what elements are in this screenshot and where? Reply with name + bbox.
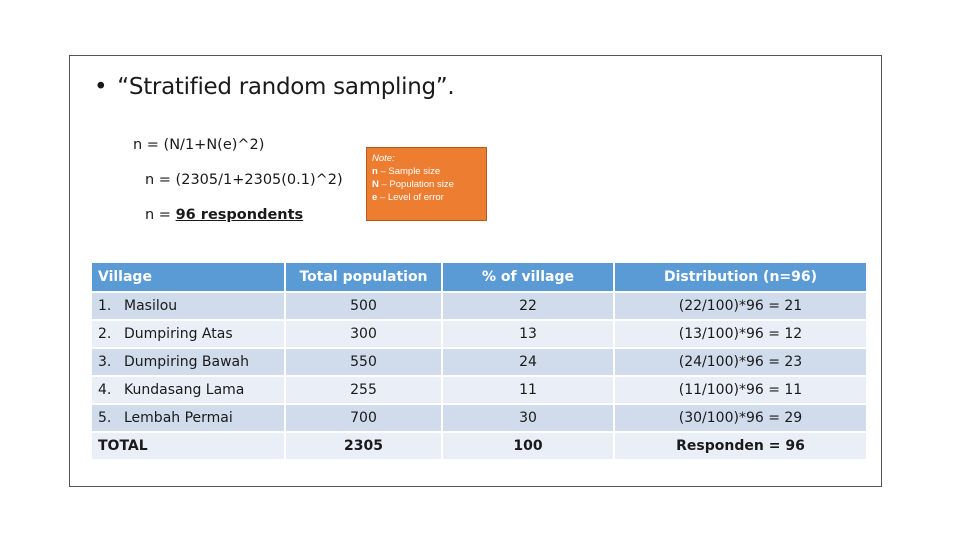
slide-heading: • “Stratified random sampling”. xyxy=(94,74,455,100)
column-header-total-population: Total population xyxy=(284,261,443,293)
total-distribution-cell: Responden = 96 xyxy=(613,431,868,461)
population-cell: 500 xyxy=(284,291,443,321)
village-cell: 2. Dumpiring Atas xyxy=(90,319,286,349)
table-row: 2. Dumpiring Atas 300 13 (13/100)*96 = 12 xyxy=(90,319,868,349)
population-cell: 550 xyxy=(284,347,443,377)
village-cell: 4. Kundasang Lama xyxy=(90,375,286,405)
bullet-icon: • xyxy=(94,74,108,100)
table-row: 4. Kundasang Lama 255 11 (11/100)*96 = 11 xyxy=(90,375,868,405)
distribution-cell: (24/100)*96 = 23 xyxy=(613,347,868,377)
percent-cell: 13 xyxy=(441,319,615,349)
village-cell: 5. Lembah Permai xyxy=(90,403,286,433)
heading-text: “Stratified random sampling”. xyxy=(117,74,455,100)
table-total-row: TOTAL 2305 100 Responden = 96 xyxy=(90,431,868,461)
percent-cell: 22 xyxy=(441,291,615,321)
distribution-cell: (13/100)*96 = 12 xyxy=(613,319,868,349)
formula-line-1: n = (N/1+N(e)^2) xyxy=(133,137,265,153)
note-box: Note: n – Sample size N – Population siz… xyxy=(366,147,487,221)
column-header-percent-village: % of village xyxy=(441,261,615,293)
total-label-cell: TOTAL xyxy=(90,431,286,461)
distribution-cell: (11/100)*96 = 11 xyxy=(613,375,868,405)
table-row: 1. Masilou 500 22 (22/100)*96 = 21 xyxy=(90,291,868,321)
population-cell: 255 xyxy=(284,375,443,405)
village-distribution-table: Village Total population % of village Di… xyxy=(90,261,868,461)
formula-line-2: n = (2305/1+2305(0.1)^2) xyxy=(145,172,343,188)
distribution-cell: (22/100)*96 = 21 xyxy=(613,291,868,321)
note-line: n – Sample size xyxy=(372,166,441,177)
formula-line-3: n = 96 respondents xyxy=(145,207,303,223)
column-header-village: Village xyxy=(90,261,286,293)
note-line: e – Level of error xyxy=(372,192,444,203)
village-cell: 3. Dumpiring Bawah xyxy=(90,347,286,377)
population-cell: 700 xyxy=(284,403,443,433)
percent-cell: 24 xyxy=(441,347,615,377)
column-header-distribution: Distribution (n=96) xyxy=(613,261,868,293)
note-line: N – Population size xyxy=(372,179,454,190)
table-row: 3. Dumpiring Bawah 550 24 (24/100)*96 = 2… xyxy=(90,347,868,377)
total-population-cell: 2305 xyxy=(284,431,443,461)
total-percent-cell: 100 xyxy=(441,431,615,461)
note-title: Note: xyxy=(372,153,395,164)
table-row: 5. Lembah Permai 700 30 (30/100)*96 = 29 xyxy=(90,403,868,433)
percent-cell: 11 xyxy=(441,375,615,405)
village-cell: 1. Masilou xyxy=(90,291,286,321)
distribution-cell: (30/100)*96 = 29 xyxy=(613,403,868,433)
percent-cell: 30 xyxy=(441,403,615,433)
sample-size-result: 96 respondents xyxy=(175,207,304,223)
population-cell: 300 xyxy=(284,319,443,349)
table-header-row: Village Total population % of village Di… xyxy=(90,261,868,293)
formula-line-3-prefix: n = xyxy=(145,207,176,223)
